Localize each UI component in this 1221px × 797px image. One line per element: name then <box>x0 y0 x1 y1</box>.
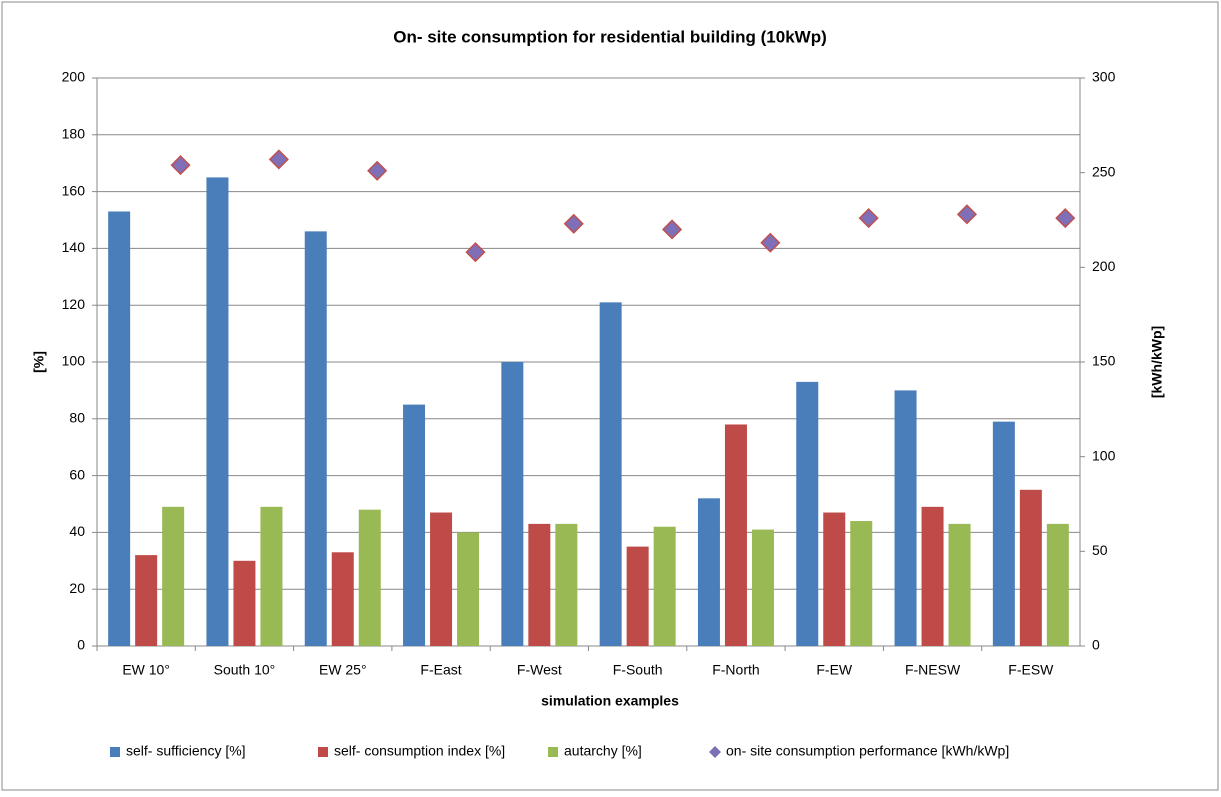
legend-label: self- sufficiency [%] <box>126 743 246 759</box>
legend-label: autarchy [%] <box>564 743 642 759</box>
bar <box>1019 489 1042 646</box>
marker <box>268 149 289 170</box>
y-tick-label: 40 <box>69 523 85 539</box>
legend-swatch <box>548 747 558 757</box>
bar <box>894 390 917 646</box>
marker <box>661 219 683 240</box>
bar <box>331 552 354 646</box>
x-tick-label: South 10° <box>214 662 276 678</box>
bar <box>850 521 873 646</box>
marker <box>367 160 388 181</box>
x-tick-label: F-North <box>712 662 759 678</box>
x-tick-label: EW 25° <box>319 662 367 678</box>
bar <box>796 381 819 646</box>
y-tick-label: 20 <box>69 580 85 596</box>
bar <box>501 362 524 646</box>
x-tick-label: F-East <box>420 662 461 678</box>
bar <box>555 523 578 646</box>
bar <box>135 555 158 646</box>
bar <box>304 231 327 647</box>
bar <box>162 506 185 646</box>
bar <box>921 506 944 646</box>
x-tick-label: F-NESW <box>905 662 961 678</box>
marker <box>1055 208 1076 229</box>
marker <box>956 204 978 225</box>
bar <box>403 404 426 646</box>
y-tick-label: 120 <box>62 296 86 312</box>
bar <box>653 526 676 646</box>
x-tick-label: EW 10° <box>122 662 170 678</box>
bar <box>260 506 283 646</box>
bar <box>528 523 551 646</box>
y-tick-label: 0 <box>77 637 85 653</box>
marker <box>563 213 584 234</box>
bar <box>823 512 846 646</box>
y2-tick-label: 0 <box>1092 637 1100 653</box>
legend-swatch <box>110 747 120 757</box>
y2-tick-label: 250 <box>1092 163 1116 179</box>
chart-title: On- site consumption for residential bui… <box>393 27 827 46</box>
legend-label: self- consumption index [%] <box>334 743 505 759</box>
y2-tick-label: 300 <box>1092 69 1116 85</box>
legend-swatch <box>318 747 328 757</box>
y-axis-title: [%] <box>31 351 47 373</box>
y-tick-label: 180 <box>62 126 86 142</box>
x-tick-label: F-EW <box>816 662 853 678</box>
y-tick-label: 100 <box>62 353 86 369</box>
x-tick-label: F-West <box>517 662 562 678</box>
bar <box>206 177 229 646</box>
marker <box>170 155 191 176</box>
bar <box>626 546 649 646</box>
x-tick-label: F-South <box>613 662 663 678</box>
bar <box>430 512 453 646</box>
bar <box>992 421 1015 646</box>
y-tick-label: 200 <box>62 69 86 85</box>
y2-axis-title: [kWh/kWp] <box>1149 326 1165 398</box>
bar <box>233 560 256 646</box>
x-axis-title: simulation examples <box>541 693 679 709</box>
legend-label: on- site consumption performance [kWh/kW… <box>726 743 1009 759</box>
bar <box>1046 523 1069 646</box>
bar <box>724 424 747 646</box>
y2-tick-label: 200 <box>1092 258 1116 274</box>
y-tick-label: 160 <box>62 182 86 198</box>
legend-swatch <box>709 746 721 758</box>
y-tick-label: 80 <box>69 410 85 426</box>
bar <box>948 523 971 646</box>
y2-tick-label: 150 <box>1092 353 1116 369</box>
bar <box>457 532 480 646</box>
y-tick-label: 60 <box>69 466 85 482</box>
bar <box>599 302 622 646</box>
bar <box>108 211 131 647</box>
bar <box>697 498 720 646</box>
y-tick-label: 140 <box>62 239 86 255</box>
bar <box>751 529 774 646</box>
marker <box>760 232 781 253</box>
y2-tick-label: 100 <box>1092 447 1116 463</box>
marker <box>858 208 879 229</box>
marker <box>465 242 486 263</box>
y2-tick-label: 50 <box>1092 542 1108 558</box>
bar <box>358 509 381 646</box>
x-tick-label: F-ESW <box>1008 662 1054 678</box>
